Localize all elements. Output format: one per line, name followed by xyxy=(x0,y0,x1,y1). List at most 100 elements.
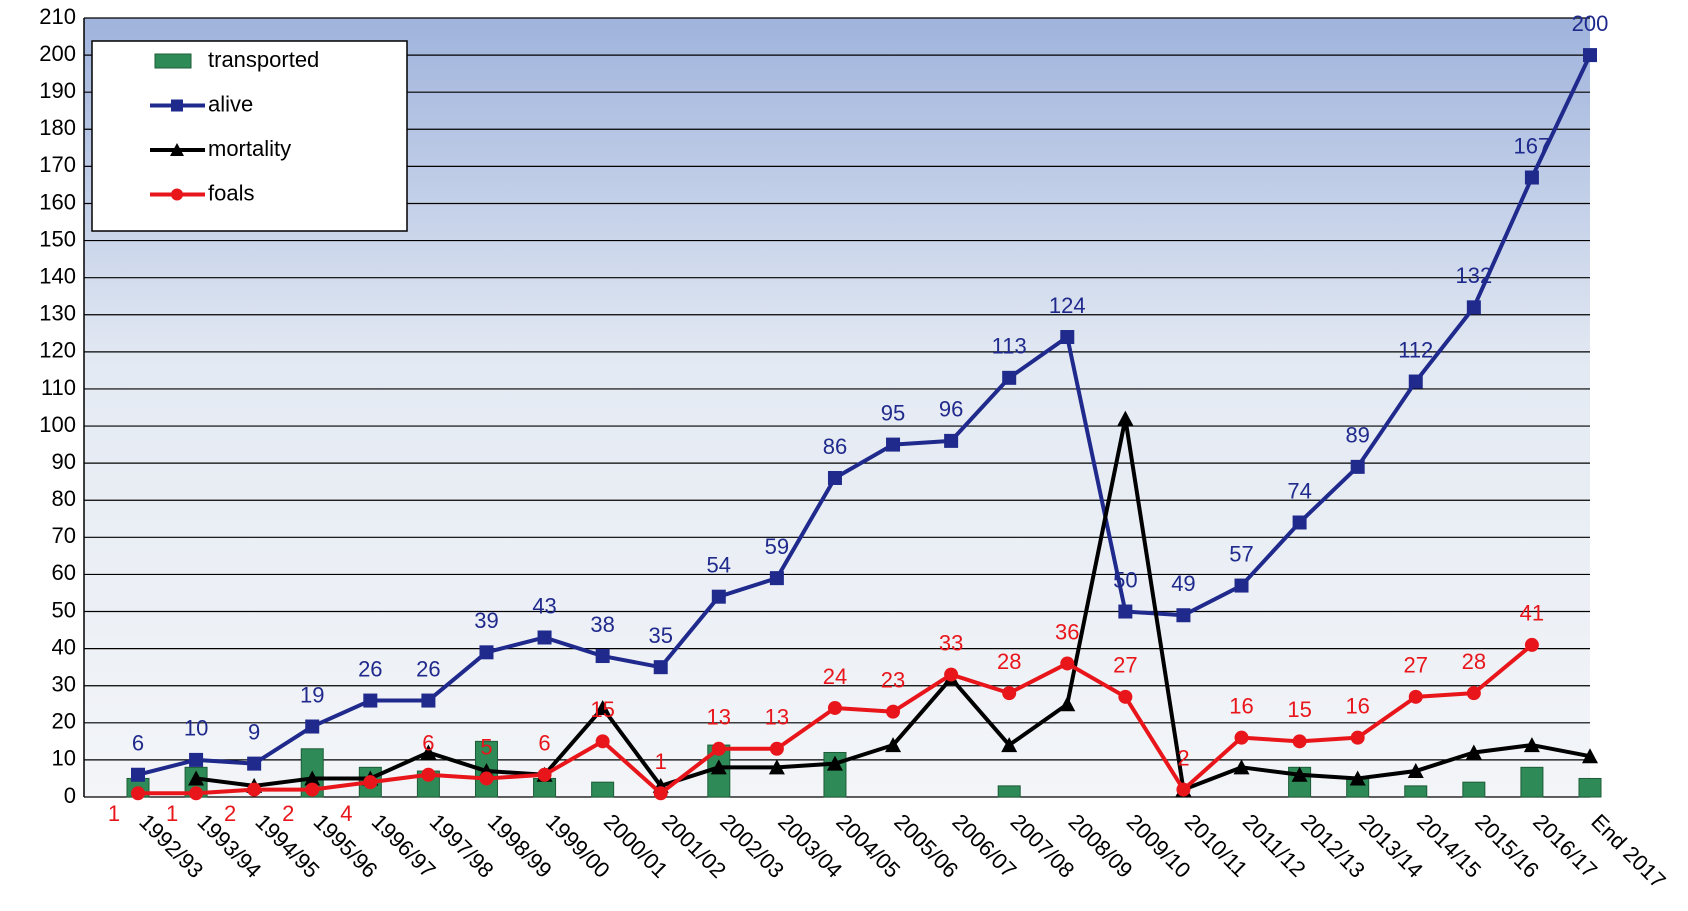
marker xyxy=(1235,731,1249,745)
marker xyxy=(189,753,203,767)
x-tick-label: 2009/10 xyxy=(1122,809,1196,883)
y-tick-label: 10 xyxy=(52,746,76,771)
marker xyxy=(363,775,377,789)
marker xyxy=(654,660,668,674)
marker xyxy=(305,720,319,734)
marker xyxy=(538,630,552,644)
data-label: 41 xyxy=(1520,601,1544,626)
data-label: 16 xyxy=(1345,693,1369,718)
data-label: 49 xyxy=(1171,571,1195,596)
bar xyxy=(592,782,614,797)
x-tick-label: 1999/00 xyxy=(541,809,615,883)
x-tick-label: 2011/12 xyxy=(1238,809,1311,882)
marker xyxy=(1351,731,1365,745)
x-tick-label: 2010/11 xyxy=(1180,809,1253,882)
x-tick-label: 2012/13 xyxy=(1296,809,1370,883)
y-tick-label: 160 xyxy=(39,189,76,214)
data-label: 57 xyxy=(1229,541,1253,566)
x-tick-label: 2001/02 xyxy=(657,809,731,883)
marker xyxy=(1235,579,1249,593)
data-label: 35 xyxy=(648,623,672,648)
data-label: 6 xyxy=(538,731,550,756)
data-label: 33 xyxy=(939,630,963,655)
data-label: 38 xyxy=(590,612,614,637)
marker xyxy=(596,649,610,663)
data-label: 5 xyxy=(480,734,492,759)
data-label: 1 xyxy=(108,801,120,826)
x-tick-label: 2003/04 xyxy=(773,809,847,883)
marker xyxy=(189,786,203,800)
y-tick-label: 100 xyxy=(39,412,76,437)
data-label: 13 xyxy=(707,705,731,730)
marker xyxy=(1118,605,1132,619)
marker xyxy=(1583,48,1597,62)
bar xyxy=(998,786,1020,797)
marker xyxy=(479,771,493,785)
marker xyxy=(596,734,610,748)
data-label: 27 xyxy=(1404,653,1428,678)
data-label: 15 xyxy=(590,697,614,722)
marker xyxy=(1525,638,1539,652)
data-label: 10 xyxy=(184,716,208,741)
y-tick-label: 110 xyxy=(41,375,76,400)
chart: 0102030405060708090100110120130140150160… xyxy=(0,0,1688,911)
data-label: 39 xyxy=(474,608,498,633)
marker xyxy=(828,701,842,715)
marker xyxy=(1409,690,1423,704)
data-label: 9 xyxy=(248,719,260,744)
data-label: 95 xyxy=(881,400,905,425)
marker xyxy=(712,742,726,756)
marker xyxy=(1409,375,1423,389)
data-label: 2 xyxy=(1177,745,1189,770)
marker xyxy=(1293,734,1307,748)
data-label: 1 xyxy=(655,749,667,774)
marker xyxy=(171,100,183,112)
x-tick-label: 2005/06 xyxy=(889,809,963,883)
x-tick-label: 1998/99 xyxy=(483,809,557,883)
data-label: 74 xyxy=(1287,478,1311,503)
y-tick-label: 0 xyxy=(64,783,76,808)
legend-swatch xyxy=(155,54,191,68)
y-tick-label: 210 xyxy=(39,4,76,29)
x-tick-label: 2000/01 xyxy=(599,809,673,883)
legend-label: foals xyxy=(208,180,254,205)
data-label: 23 xyxy=(881,667,905,692)
data-label: 86 xyxy=(823,434,847,459)
marker xyxy=(1467,300,1481,314)
y-tick-label: 50 xyxy=(52,597,76,622)
marker xyxy=(247,783,261,797)
marker xyxy=(171,189,183,201)
y-tick-label: 170 xyxy=(39,152,76,177)
marker xyxy=(247,757,261,771)
marker xyxy=(944,434,958,448)
data-label: 15 xyxy=(1287,697,1311,722)
marker xyxy=(1060,656,1074,670)
data-label: 6 xyxy=(132,731,144,756)
y-tick-label: 150 xyxy=(39,226,76,251)
marker xyxy=(305,783,319,797)
data-label: 124 xyxy=(1049,293,1086,318)
legend-label: alive xyxy=(208,91,253,116)
y-tick-label: 190 xyxy=(39,78,76,103)
marker xyxy=(131,768,145,782)
marker xyxy=(1118,690,1132,704)
marker xyxy=(1060,330,1074,344)
bar xyxy=(1579,778,1601,797)
data-label: 2 xyxy=(224,801,236,826)
x-tick-label: 2015/16 xyxy=(1470,809,1544,883)
marker xyxy=(828,471,842,485)
marker xyxy=(770,571,784,585)
marker xyxy=(1176,783,1190,797)
marker xyxy=(1525,171,1539,185)
marker xyxy=(944,668,958,682)
data-label: 26 xyxy=(416,656,440,681)
marker xyxy=(1467,686,1481,700)
x-tick-label: 1996/97 xyxy=(367,809,441,883)
x-tick-label: 2002/03 xyxy=(715,809,789,883)
data-label: 16 xyxy=(1229,693,1253,718)
marker xyxy=(421,694,435,708)
data-label: 43 xyxy=(532,593,556,618)
data-label: 96 xyxy=(939,397,963,422)
data-label: 36 xyxy=(1055,619,1079,644)
marker xyxy=(886,438,900,452)
